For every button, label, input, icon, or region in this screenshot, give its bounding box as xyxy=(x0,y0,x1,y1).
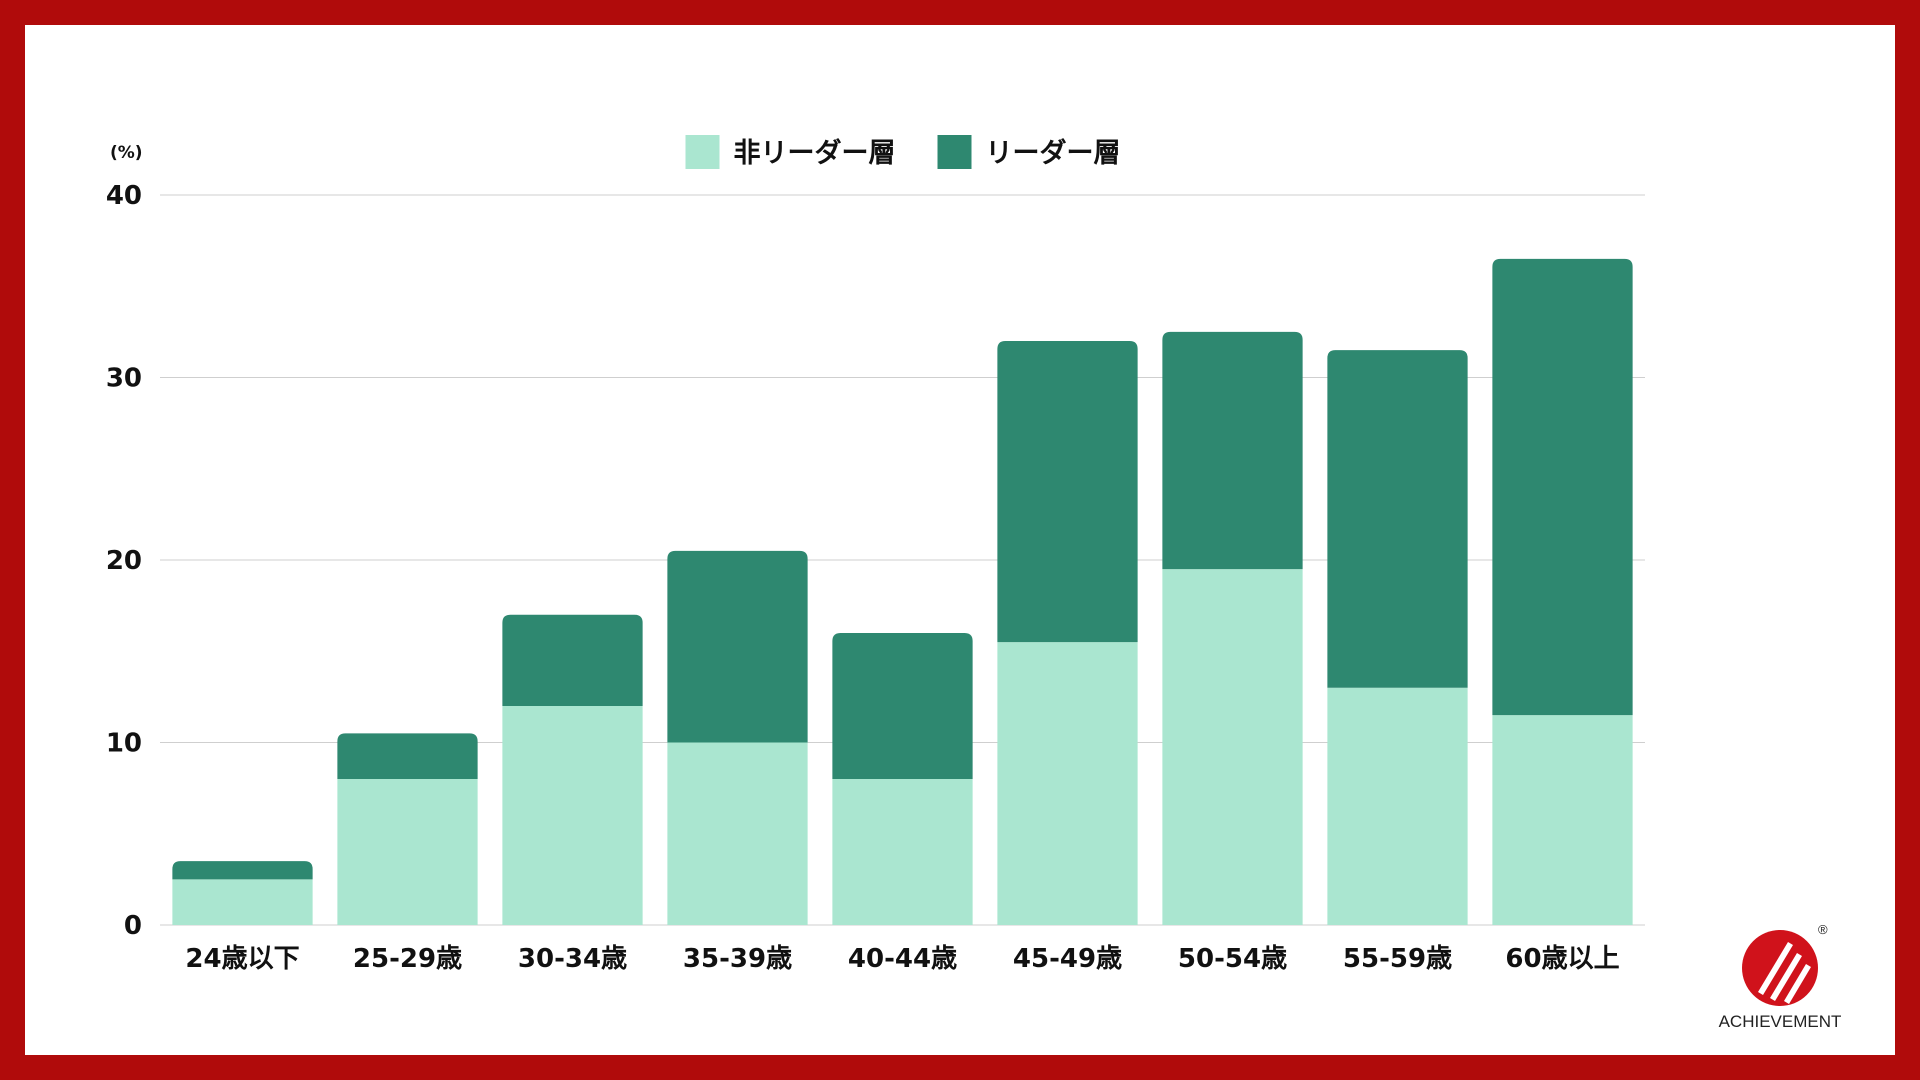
y-axis: 0 10 20 30 40 xyxy=(106,181,142,941)
bar-non-leader-0 xyxy=(172,879,313,925)
bar-leader-3 xyxy=(667,550,808,743)
bar-non-leader-1 xyxy=(337,779,478,925)
bar-non-leader-2 xyxy=(502,706,643,925)
bar-leader-4 xyxy=(832,633,973,779)
bar-non-leader-3 xyxy=(667,742,808,925)
y-tick-label: 0 xyxy=(124,911,142,941)
bar-leader-2 xyxy=(502,614,643,706)
x-axis: 24歳以下 25-29歳 30-34歳 35-39歳 40-44歳 45-49歳 50-54… xyxy=(185,944,1619,974)
bar-non-leader-4 xyxy=(832,779,973,925)
bars xyxy=(172,258,1633,925)
bar-leader-7 xyxy=(1327,350,1468,688)
x-tick-label: 24歳以下 xyxy=(185,944,299,974)
logo-registered-mark: ® xyxy=(1818,922,1828,937)
legend-swatch-0 xyxy=(685,135,720,169)
y-tick-label: 20 xyxy=(106,546,142,576)
y-axis-unit-label: (%) xyxy=(110,143,143,163)
y-tick-label: 30 xyxy=(106,364,142,394)
x-tick-label: 40-44歳 xyxy=(848,944,957,974)
logo-text: ACHIEVEMENT xyxy=(1718,1012,1842,1031)
x-tick-label: 45-49歳 xyxy=(1013,944,1122,974)
legend: 非リーダー層 リーダー層 xyxy=(685,135,1121,169)
bar-non-leader-6 xyxy=(1162,569,1303,925)
bar-leader-0 xyxy=(172,861,313,880)
bar-leader-8 xyxy=(1492,258,1633,716)
legend-label-0: 非リーダー層 xyxy=(734,137,896,169)
x-tick-label: 25-29歳 xyxy=(353,944,462,974)
bar-non-leader-8 xyxy=(1492,715,1633,925)
x-tick-label: 60歳以上 xyxy=(1505,944,1619,974)
achievement-logo-icon xyxy=(1742,930,1818,1006)
legend-label-1: リーダー層 xyxy=(986,137,1121,169)
bar-leader-6 xyxy=(1162,331,1303,570)
bar-non-leader-7 xyxy=(1327,687,1468,925)
x-tick-label: 55-59歳 xyxy=(1343,944,1452,974)
x-tick-label: 35-39歳 xyxy=(683,944,792,974)
bar-leader-5 xyxy=(997,341,1138,643)
x-tick-label: 30-34歳 xyxy=(518,944,627,974)
y-tick-label: 10 xyxy=(106,729,142,759)
logo: ® ACHIEVEMENT xyxy=(1700,922,1860,1032)
legend-swatch-1 xyxy=(937,135,972,169)
y-tick-label: 40 xyxy=(106,181,142,211)
bar-leader-1 xyxy=(337,733,478,779)
x-tick-label: 50-54歳 xyxy=(1178,944,1287,974)
bar-non-leader-5 xyxy=(997,642,1138,925)
